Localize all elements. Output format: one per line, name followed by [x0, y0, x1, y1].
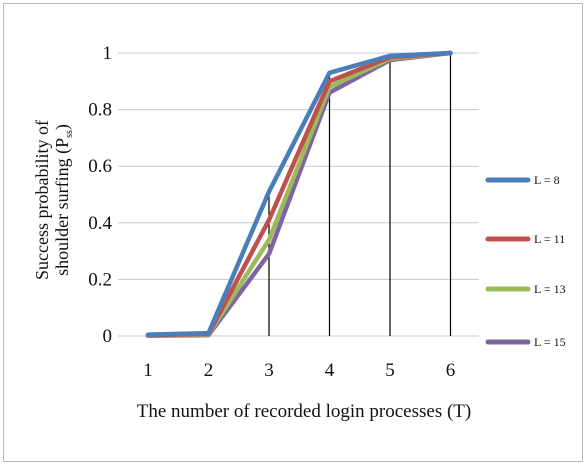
series-line	[145, 50, 453, 337]
gridlines	[118, 52, 479, 337]
y-axis-label-subscript: ss	[64, 130, 75, 138]
y-tick-labels: 0 0.2 0.4 0.6 0.8 1	[88, 43, 112, 347]
x-tick-label: 2	[204, 360, 214, 381]
y-tick-label: 0.8	[88, 100, 112, 121]
x-tick-label: 4	[325, 360, 335, 381]
x-tick-label: 1	[143, 360, 153, 381]
y-tick-label: 0.6	[88, 156, 112, 177]
x-tick-label: 6	[446, 360, 456, 381]
y-axis-label-close: )	[52, 124, 73, 130]
y-tick-label: 0.4	[88, 213, 112, 234]
y-tick-label: 1	[103, 43, 113, 64]
x-axis-label: The number of recorded login processes (…	[137, 401, 472, 422]
legend-label: L = 11	[534, 232, 565, 246]
series-line	[145, 50, 453, 338]
x-tick-label: 5	[385, 360, 395, 381]
line-chart: 0 0.2 0.4 0.6 0.8 1 1 2 3 4 5 6 The number of reco…	[32, 43, 566, 422]
y-tick-label: 0.2	[88, 269, 112, 290]
y-axis-label-line1: Success probability of	[32, 120, 52, 280]
y-axis-label-line2: shoulder surfing (Pss)	[52, 124, 75, 276]
series-lines	[145, 50, 453, 338]
chart-frame: 0 0.2 0.4 0.6 0.8 1 1 2 3 4 5 6 The number of reco…	[3, 3, 583, 462]
y-axis-label-line2-main: shoulder surfing (P	[52, 138, 73, 276]
x-tick-label: 3	[264, 360, 274, 381]
legend: L = 8 L = 11 L = 13 L = 15	[485, 173, 566, 349]
y-axis-label: Success probability of shoulder surfing …	[32, 120, 75, 280]
legend-label: L = 15	[534, 335, 566, 349]
series-line	[145, 50, 453, 338]
series-line	[145, 50, 453, 338]
y-tick-label: 0	[103, 326, 113, 347]
legend-label: L = 13	[534, 282, 566, 296]
x-tick-labels: 1 2 3 4 5 6	[143, 360, 455, 381]
legend-label: L = 8	[534, 173, 560, 187]
drop-lines	[268, 53, 452, 336]
